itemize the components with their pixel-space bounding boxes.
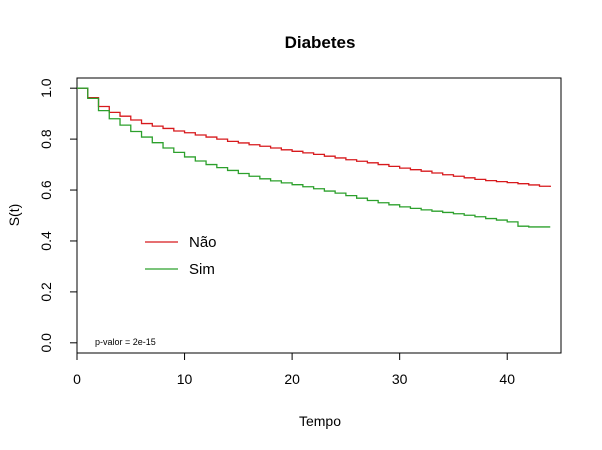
y-tick-label: 1.0: [38, 78, 54, 98]
x-tick-label: 40: [499, 371, 515, 387]
legend-label: Sim: [189, 261, 215, 278]
x-axis: 0 10 20 30 40: [73, 353, 515, 387]
legend-label: Não: [189, 234, 217, 251]
p-value-annotation: p-valor = 2e-15: [95, 337, 156, 347]
y-axis: 0.0 0.2 0.4 0.6 0.8 1.0: [38, 78, 77, 353]
y-tick-label: 0.0: [38, 333, 54, 353]
y-tick-label: 0.2: [38, 282, 54, 302]
series-sim-line: [77, 87, 551, 228]
y-axis-label: S(t): [6, 204, 22, 227]
series-layer: [77, 87, 551, 228]
x-tick-label: 30: [392, 371, 408, 387]
y-tick-label: 0.6: [38, 180, 54, 200]
x-axis-label: Tempo: [299, 413, 341, 429]
x-tick-label: 20: [284, 371, 300, 387]
plot-frame: [76, 77, 562, 354]
y-tick-label: 0.8: [38, 129, 54, 149]
legend: Não Sim: [145, 234, 217, 278]
y-tick-label: 0.4: [38, 231, 54, 251]
chart-title: Diabetes: [285, 33, 356, 52]
x-tick-label: 10: [177, 371, 193, 387]
x-tick-label: 0: [73, 371, 81, 387]
series-n-o-line: [77, 87, 551, 187]
